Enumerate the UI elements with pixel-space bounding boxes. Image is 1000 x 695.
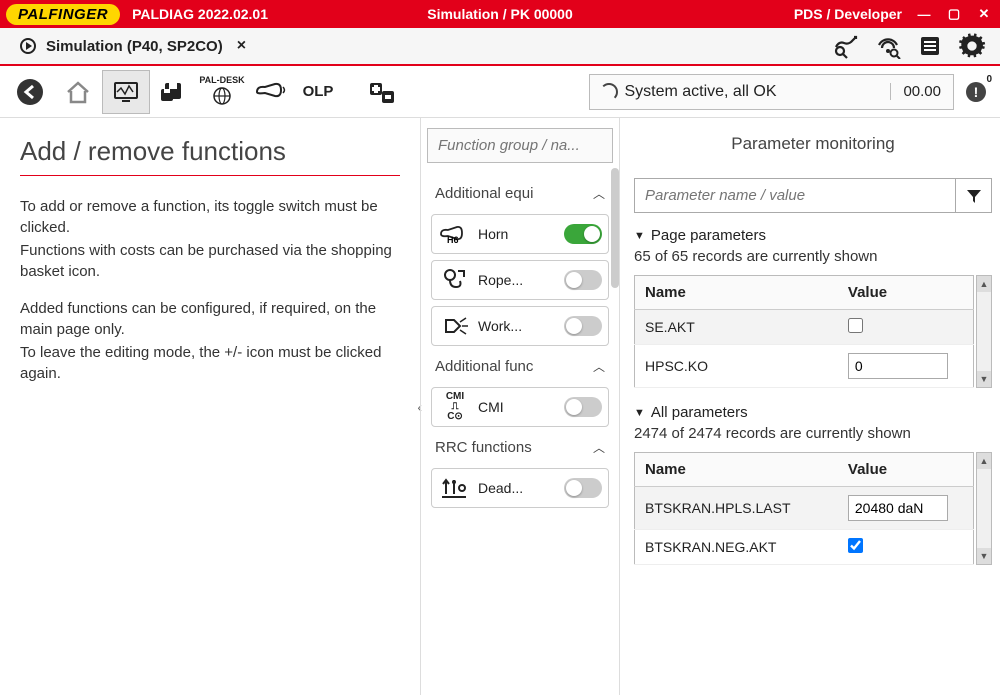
param-name: BTSKRAN.NEG.AKT: [635, 530, 838, 565]
value-input[interactable]: [848, 353, 948, 379]
table-row: BTSKRAN.NEG.AKT: [635, 530, 974, 565]
page-params-info: 65 of 65 records are currently shown: [634, 248, 992, 265]
parameter-filter-input[interactable]: [634, 178, 956, 213]
tab-label: Simulation (P40, SP2CO): [46, 38, 223, 55]
col-name[interactable]: Name: [635, 453, 838, 487]
status-text: System active, all OK: [590, 83, 890, 101]
paldesk-button[interactable]: PAL-DESK: [198, 70, 246, 114]
error-indicator[interactable]: ! 0: [958, 74, 994, 110]
function-panel: Additional equi︿ H6 Horn Rope... Work...…: [420, 118, 620, 695]
status-value: 00.00: [890, 83, 953, 100]
paldesk-label: PAL-DESK: [199, 75, 244, 85]
monitor-button[interactable]: [102, 70, 150, 114]
function-label: Dead...: [478, 480, 558, 496]
tab-simulation[interactable]: Simulation (P40, SP2CO) ×: [8, 31, 258, 61]
left-panel: Add / remove functions To add or remove …: [0, 118, 420, 695]
close-button[interactable]: ✕: [976, 6, 992, 22]
minimize-button[interactable]: —: [916, 6, 932, 22]
function-group-header[interactable]: RRC functions︿: [427, 433, 613, 462]
page-params-table: Name Value SE.AKTHPSC.KO: [634, 275, 974, 388]
parameter-title: Parameter monitoring: [634, 134, 992, 154]
search-icon[interactable]: [832, 32, 860, 60]
wifi-search-icon[interactable]: [874, 32, 902, 60]
save-button[interactable]: [150, 70, 198, 114]
table-row: HPSC.KO: [635, 345, 974, 388]
back-button[interactable]: [6, 70, 54, 114]
function-item: Dead...: [431, 468, 609, 508]
help-p4: To leave the editing mode, the +/- icon …: [20, 342, 400, 384]
page-params-header[interactable]: ▼ Page parameters: [634, 227, 992, 244]
all-params-table: Name Value BTSKRAN.HPLS.LASTBTSKRAN.NEG.…: [634, 452, 974, 565]
function-item: H6 Horn: [431, 214, 609, 254]
table-row: BTSKRAN.HPLS.LAST: [635, 487, 974, 530]
chevron-up-icon: ︿: [593, 439, 605, 456]
olp-button[interactable]: OLP: [294, 70, 342, 114]
col-value[interactable]: Value: [838, 453, 974, 487]
function-icon: [438, 313, 472, 339]
function-label: Rope...: [478, 272, 558, 288]
function-toggle[interactable]: [564, 270, 602, 290]
col-value[interactable]: Value: [838, 276, 974, 310]
scrollbar[interactable]: ▲▼: [976, 452, 992, 565]
help-p1: To add or remove a function, its toggle …: [20, 196, 400, 238]
gear-icon[interactable]: [958, 32, 986, 60]
app-title: PALDIAG 2022.02.01: [132, 6, 268, 22]
funnel-icon[interactable]: [956, 178, 992, 213]
function-group-header[interactable]: Additional func︿: [427, 352, 613, 381]
title-center: Simulation / PK 00000: [427, 6, 573, 22]
chevron-down-icon: ▼: [634, 230, 645, 242]
function-item: Rope...: [431, 260, 609, 300]
scrollbar[interactable]: ▲▼: [976, 275, 992, 388]
horn-button[interactable]: [246, 70, 294, 114]
function-toggle[interactable]: [564, 316, 602, 336]
scrollbar[interactable]: [611, 168, 619, 288]
chevron-down-icon: ▼: [634, 407, 645, 419]
tabstrip: Simulation (P40, SP2CO) ×: [0, 28, 1000, 66]
parameter-panel: Parameter monitoring ▼ Page parameters 6…: [620, 118, 1000, 695]
function-group-header[interactable]: Additional equi︿: [427, 179, 613, 208]
function-toggle[interactable]: [564, 397, 602, 417]
titlebar: PALFINGER PALDIAG 2022.02.01 Simulation …: [0, 0, 1000, 28]
function-item: CMI⎍C⊙ CMI: [431, 387, 609, 427]
all-params-info: 2474 of 2474 records are currently shown: [634, 425, 992, 442]
brand-logo: PALFINGER: [6, 4, 120, 25]
add-remove-button[interactable]: [358, 70, 406, 114]
help-p2: Functions with costs can be purchased vi…: [20, 240, 400, 282]
col-name[interactable]: Name: [635, 276, 838, 310]
tab-close-button[interactable]: ×: [237, 37, 246, 55]
function-toggle[interactable]: [564, 224, 602, 244]
toolbar: PAL-DESK OLP System active, all OK 00.00…: [0, 66, 1000, 118]
function-icon: H6: [438, 221, 472, 247]
function-item: Work...: [431, 306, 609, 346]
value-checkbox[interactable]: [848, 538, 863, 553]
value-input[interactable]: [848, 495, 948, 521]
table-row: SE.AKT: [635, 310, 974, 345]
param-name: BTSKRAN.HPLS.LAST: [635, 487, 838, 530]
function-label: Work...: [478, 318, 558, 334]
function-label: CMI: [478, 399, 558, 415]
olp-label: OLP: [303, 83, 334, 100]
error-badge: 0: [986, 74, 992, 85]
param-name: HPSC.KO: [635, 345, 838, 388]
function-icon: CMI⎍C⊙: [438, 394, 472, 420]
maximize-button[interactable]: ▢: [946, 6, 962, 22]
page-title: Add / remove functions: [20, 136, 400, 167]
status-box: System active, all OK 00.00: [589, 74, 954, 110]
function-toggle[interactable]: [564, 478, 602, 498]
list-icon[interactable]: [916, 32, 944, 60]
play-icon: [20, 38, 36, 54]
svg-text:H6: H6: [447, 235, 459, 245]
function-icon: [438, 267, 472, 293]
function-search-input[interactable]: [427, 128, 613, 163]
chevron-up-icon: ︿: [593, 185, 605, 202]
title-role: PDS / Developer: [794, 6, 902, 22]
function-icon: [438, 475, 472, 501]
home-button[interactable]: [54, 70, 102, 114]
function-label: Horn: [478, 226, 558, 242]
value-checkbox[interactable]: [848, 318, 863, 333]
help-p3: Added functions can be configured, if re…: [20, 298, 400, 340]
all-params-header[interactable]: ▼ All parameters: [634, 404, 992, 421]
chevron-up-icon: ︿: [593, 358, 605, 375]
param-name: SE.AKT: [635, 310, 838, 345]
